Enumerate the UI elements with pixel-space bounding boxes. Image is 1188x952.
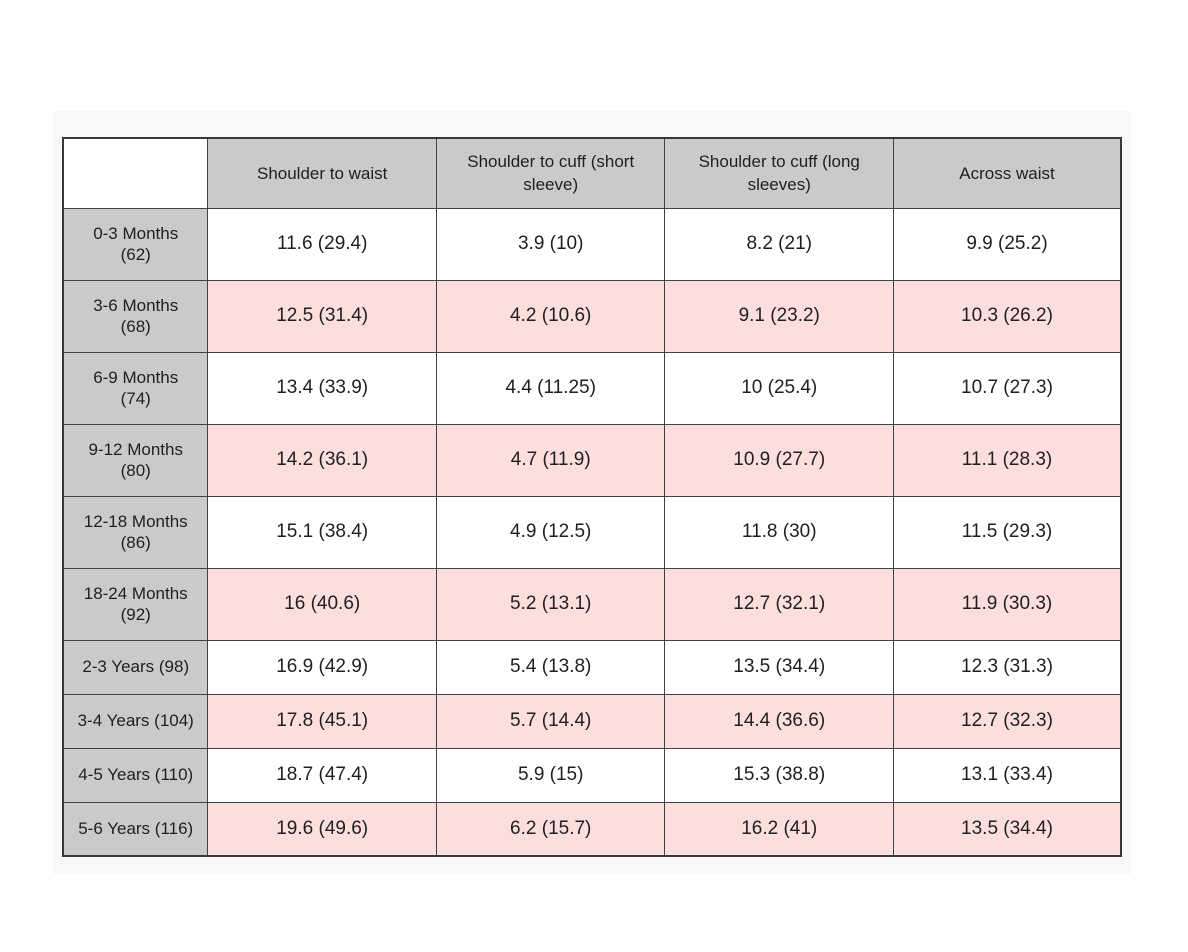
- measurement-cell: 14.2 (36.1): [207, 423, 437, 497]
- table-row: 5-6 Years (116) 19.6 (49.6) 6.2 (15.7) 1…: [62, 801, 1122, 857]
- size-label-cell: 3-6 Months (68): [62, 279, 209, 353]
- measurement-cell: 14.4 (36.6): [664, 693, 894, 749]
- measurement-cell: 15.1 (38.4): [207, 495, 437, 569]
- size-label-cell: 9-12 Months (80): [62, 423, 209, 497]
- measurement-cell: 11.9 (30.3): [892, 567, 1122, 641]
- column-header-shoulder-to-cuff-long: Shoulder to cuff (long sleeves): [664, 137, 894, 209]
- measurement-cell: 10.9 (27.7): [664, 423, 894, 497]
- measurement-cell: 12.3 (31.3): [892, 639, 1122, 695]
- measurement-cell: 15.3 (38.8): [664, 747, 894, 803]
- measurement-cell: 4.9 (12.5): [435, 495, 666, 569]
- measurement-cell: 13.1 (33.4): [892, 747, 1122, 803]
- size-label-cell: 18-24 Months (92): [62, 567, 209, 641]
- measurement-cell: 4.7 (11.9): [435, 423, 666, 497]
- measurement-cell: 16.2 (41): [664, 801, 894, 857]
- size-label-cell: 5-6 Years (116): [62, 801, 209, 857]
- measurement-cell: 16 (40.6): [207, 567, 437, 641]
- measurement-cell: 4.4 (11.25): [435, 351, 666, 425]
- measurement-cell: 16.9 (42.9): [207, 639, 437, 695]
- measurement-cell: 18.7 (47.4): [207, 747, 437, 803]
- corner-cell: [62, 137, 209, 209]
- measurement-cell: 12.7 (32.1): [664, 567, 894, 641]
- table-row: 4-5 Years (110) 18.7 (47.4) 5.9 (15) 15.…: [62, 747, 1122, 803]
- measurement-cell: 10.3 (26.2): [892, 279, 1122, 353]
- measurement-cell: 9.9 (25.2): [892, 207, 1122, 281]
- measurement-cell: 11.1 (28.3): [892, 423, 1122, 497]
- measurement-cell: 8.2 (21): [664, 207, 894, 281]
- size-label-cell: 4-5 Years (110): [62, 747, 209, 803]
- measurement-cell: 10 (25.4): [664, 351, 894, 425]
- column-header-shoulder-to-waist: Shoulder to waist: [207, 137, 437, 209]
- size-label-cell: 12-18 Months (86): [62, 495, 209, 569]
- measurement-cell: 12.7 (32.3): [892, 693, 1122, 749]
- table-row: 0-3 Months (62) 11.6 (29.4) 3.9 (10) 8.2…: [62, 207, 1122, 281]
- table-row: 3-6 Months (68) 12.5 (31.4) 4.2 (10.6) 9…: [62, 279, 1122, 353]
- size-chart-panel: Shoulder to waist Shoulder to cuff (shor…: [53, 111, 1131, 874]
- table-row: 2-3 Years (98) 16.9 (42.9) 5.4 (13.8) 13…: [62, 639, 1122, 695]
- measurement-cell: 19.6 (49.6): [207, 801, 437, 857]
- measurement-cell: 11.6 (29.4): [207, 207, 437, 281]
- measurement-cell: 5.4 (13.8): [435, 639, 666, 695]
- measurement-cell: 17.8 (45.1): [207, 693, 437, 749]
- measurement-cell: 3.9 (10): [435, 207, 666, 281]
- table-row: 9-12 Months (80) 14.2 (36.1) 4.7 (11.9) …: [62, 423, 1122, 497]
- column-header-across-waist: Across waist: [892, 137, 1122, 209]
- measurement-cell: 13.4 (33.9): [207, 351, 437, 425]
- table-row: 18-24 Months (92) 16 (40.6) 5.2 (13.1) 1…: [62, 567, 1122, 641]
- measurement-cell: 5.2 (13.1): [435, 567, 666, 641]
- header-row: Shoulder to waist Shoulder to cuff (shor…: [62, 137, 1122, 209]
- measurement-cell: 5.9 (15): [435, 747, 666, 803]
- table-row: 3-4 Years (104) 17.8 (45.1) 5.7 (14.4) 1…: [62, 693, 1122, 749]
- size-chart-table: Shoulder to waist Shoulder to cuff (shor…: [62, 137, 1122, 857]
- column-header-shoulder-to-cuff-short: Shoulder to cuff (short sleeve): [435, 137, 666, 209]
- size-label-cell: 6-9 Months (74): [62, 351, 209, 425]
- measurement-cell: 11.8 (30): [664, 495, 894, 569]
- measurement-cell: 11.5 (29.3): [892, 495, 1122, 569]
- measurement-cell: 4.2 (10.6): [435, 279, 666, 353]
- measurement-cell: 6.2 (15.7): [435, 801, 666, 857]
- measurement-cell: 9.1 (23.2): [664, 279, 894, 353]
- table-row: 12-18 Months (86) 15.1 (38.4) 4.9 (12.5)…: [62, 495, 1122, 569]
- measurement-cell: 13.5 (34.4): [892, 801, 1122, 857]
- measurement-cell: 5.7 (14.4): [435, 693, 666, 749]
- measurement-cell: 10.7 (27.3): [892, 351, 1122, 425]
- size-label-cell: 0-3 Months (62): [62, 207, 209, 281]
- measurement-cell: 12.5 (31.4): [207, 279, 437, 353]
- table-row: 6-9 Months (74) 13.4 (33.9) 4.4 (11.25) …: [62, 351, 1122, 425]
- size-label-cell: 3-4 Years (104): [62, 693, 209, 749]
- size-label-cell: 2-3 Years (98): [62, 639, 209, 695]
- measurement-cell: 13.5 (34.4): [664, 639, 894, 695]
